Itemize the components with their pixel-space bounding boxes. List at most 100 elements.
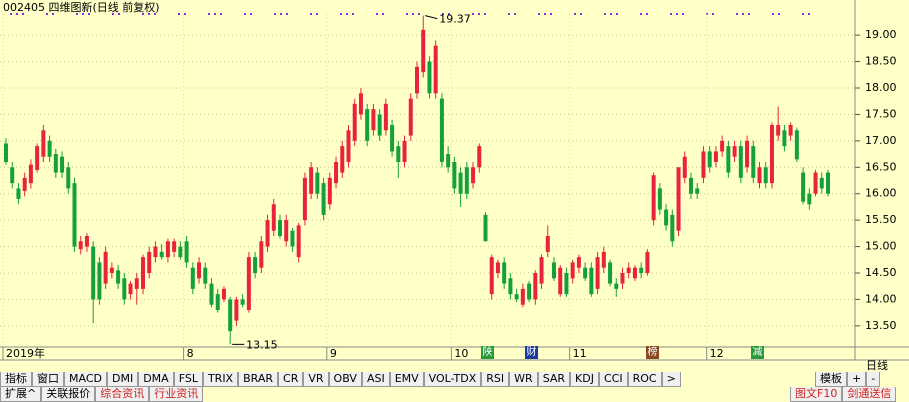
annotation-arrow <box>425 15 438 20</box>
tab[interactable]: 关联报价 <box>41 387 96 402</box>
candle-body <box>527 283 532 300</box>
tab[interactable]: 图文F10 <box>790 387 843 402</box>
info-dot <box>184 13 186 15</box>
tab[interactable]: DMA <box>138 372 174 387</box>
info-dot <box>412 13 414 15</box>
tab[interactable]: TRIX <box>202 372 239 387</box>
candle-body <box>178 246 183 258</box>
info-dot <box>340 13 342 15</box>
candle-body <box>41 130 46 157</box>
tab[interactable]: 窗口 <box>32 372 64 387</box>
info-dot <box>514 13 516 15</box>
tab[interactable]: ROC <box>627 372 662 387</box>
candle-body <box>732 146 737 157</box>
tab[interactable]: EMV <box>389 372 424 387</box>
candle-body <box>726 146 731 173</box>
info-dot <box>382 13 384 15</box>
candle-body <box>769 125 774 184</box>
tab[interactable]: VR <box>303 372 329 387</box>
tab[interactable]: RSI <box>481 372 510 387</box>
info-dot <box>682 13 684 15</box>
candle-body <box>483 214 488 242</box>
tab[interactable]: VOL-TDX <box>423 372 482 387</box>
candle-body <box>570 262 575 279</box>
candle-body <box>614 283 619 289</box>
candle-body <box>813 172 818 194</box>
tab[interactable]: OBV <box>328 372 362 387</box>
tab[interactable]: 综合资讯 <box>95 387 150 402</box>
tab[interactable]: CCI <box>598 372 628 387</box>
info-dot <box>208 13 210 15</box>
info-dot <box>670 13 672 15</box>
candle-body <box>794 130 799 160</box>
candle-body <box>576 257 581 268</box>
tab[interactable]: WR <box>509 372 538 387</box>
candle-body <box>159 251 164 258</box>
info-dot <box>610 13 612 15</box>
event-marker[interactable]: 减 <box>751 346 764 359</box>
tab[interactable]: 模板 <box>815 372 847 387</box>
period-label: 日线 <box>866 358 888 372</box>
info-dot <box>76 13 78 15</box>
tab[interactable]: ASI <box>361 372 390 387</box>
candle-body <box>626 267 631 273</box>
candle-body <box>632 267 637 279</box>
y-tick-label: 14.00 <box>865 292 897 305</box>
candle-body <box>22 177 27 192</box>
tab[interactable]: KDJ <box>570 372 599 387</box>
candle-body <box>608 262 613 284</box>
tab[interactable]: 指标 <box>0 372 32 387</box>
candle-body <box>47 140 52 157</box>
candle-body <box>221 288 226 300</box>
y-tick-label: 18.00 <box>865 81 897 94</box>
candle-body <box>16 188 21 199</box>
tab[interactable]: + <box>847 372 867 387</box>
tab[interactable]: FSL <box>173 372 203 387</box>
event-marker[interactable]: 榜 <box>646 346 659 359</box>
tab[interactable]: BRAR <box>238 372 279 387</box>
candle-body <box>103 251 108 284</box>
tab[interactable]: CR <box>278 372 304 387</box>
event-marker[interactable]: 财 <box>525 346 538 359</box>
candle-body <box>309 167 314 194</box>
candle-body <box>657 188 662 210</box>
info-dot <box>550 13 552 15</box>
candle-body <box>10 167 15 184</box>
candle-body <box>327 177 332 205</box>
info-dot <box>802 13 804 15</box>
candle-body <box>707 151 712 168</box>
candle-body <box>558 267 563 295</box>
candle-body <box>408 98 413 136</box>
candle-body <box>533 273 538 300</box>
tab[interactable]: 扩展^ <box>0 387 42 402</box>
candle-body <box>664 209 669 226</box>
candle-body <box>751 146 756 178</box>
tab[interactable]: SAR <box>537 372 571 387</box>
candle-body <box>545 236 550 252</box>
info-tabs: 扩展^ 关联报价 综合资讯 行业资讯 <box>0 387 204 402</box>
candle-body <box>495 262 500 273</box>
info-dot <box>214 13 216 15</box>
candle-body <box>595 257 600 289</box>
candle-body <box>552 262 556 279</box>
tab[interactable]: 剑通送信 <box>842 387 897 402</box>
candle-body <box>234 299 239 321</box>
tab[interactable]: DMI <box>106 372 139 387</box>
info-dot <box>484 13 486 15</box>
low-annotation: 13.15 <box>246 338 278 351</box>
info-dot <box>508 13 510 15</box>
candle-body <box>427 61 432 94</box>
candle-body <box>371 109 376 131</box>
candle-body <box>520 288 525 305</box>
tab[interactable]: MACD <box>64 372 107 387</box>
tab[interactable]: - <box>866 372 881 387</box>
info-dot <box>220 13 222 15</box>
candle-body <box>452 162 457 189</box>
tab[interactable]: 行业资讯 <box>149 387 204 402</box>
info-dot <box>406 13 408 15</box>
candle-body <box>60 156 65 173</box>
candle-body <box>240 299 245 305</box>
tab[interactable]: > <box>661 372 681 387</box>
event-marker[interactable]: 陕 <box>481 346 494 359</box>
